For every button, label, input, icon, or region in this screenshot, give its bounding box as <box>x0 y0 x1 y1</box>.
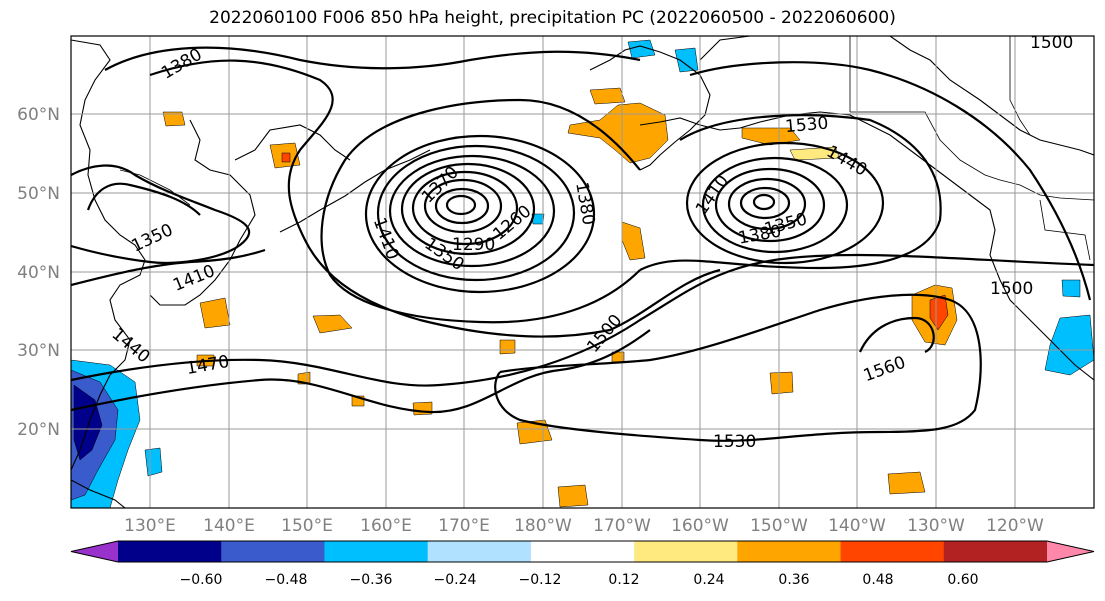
negative-anomaly-area <box>144 447 163 477</box>
low-center-contour <box>714 167 826 243</box>
negative-anomaly-area <box>674 47 699 73</box>
colorbar-segment <box>324 541 429 562</box>
colorbar-outline <box>70 540 1095 563</box>
colorbar-tick-label: −0.48 <box>265 572 308 588</box>
colorbar-segment <box>737 541 842 562</box>
positive-anomaly-area <box>312 314 353 334</box>
longitude-label: 160°E <box>360 516 412 536</box>
low-center-contour <box>388 154 556 268</box>
low-center-contour <box>364 134 596 294</box>
colorbar-segment <box>943 541 1048 562</box>
negative-anomaly-area <box>627 39 656 59</box>
positive-anomaly-area <box>769 371 794 395</box>
positive-anomaly-area <box>199 297 231 329</box>
colorbar-tick-label: 0.12 <box>608 572 639 588</box>
positive-anomaly-area <box>162 111 186 127</box>
low-center-contour <box>411 170 519 246</box>
low-center-contour <box>376 144 576 282</box>
colorbar-segment <box>840 541 945 562</box>
low-center-contour <box>727 177 807 231</box>
longitude-labels: 130°E 140°E 150°E 160°E 170°E 180°W 170°… <box>124 516 1044 536</box>
low-center-contour <box>701 156 849 254</box>
low-center-contour <box>752 193 776 211</box>
longitude-label: 150°W <box>750 516 808 536</box>
longitude-label: 140°E <box>203 516 255 536</box>
colorbar-segment <box>530 541 635 562</box>
colorbar-tick-label: 0.24 <box>693 572 724 588</box>
colorbar-segments <box>70 540 1095 563</box>
positive-anomaly-area <box>789 146 841 161</box>
colorbar-tick-label: −0.60 <box>180 572 223 588</box>
latitude-labels: 60°N 50°N 40°N 30°N 20°N <box>17 105 60 440</box>
map-title: 2022060100 F006 850 hPa height, precipit… <box>209 8 896 28</box>
low-center-contour <box>685 141 885 265</box>
colorbar-tick-label: −0.24 <box>434 572 477 588</box>
colorbar-tick-label: −0.12 <box>519 572 562 588</box>
low-center-contour <box>400 162 536 256</box>
colorbar-tick-label: 0.48 <box>862 572 893 588</box>
longitude-label: 180°W <box>514 516 572 536</box>
positive-anomaly-area <box>887 471 926 495</box>
latitude-label: 50°N <box>17 184 60 204</box>
longitude-label: 160°W <box>671 516 729 536</box>
map-frame <box>70 35 1095 509</box>
longitude-label: 170°E <box>438 516 490 536</box>
positive-anomaly-area <box>567 102 669 164</box>
colorbar-segment <box>427 541 532 562</box>
height-contours <box>71 46 1094 442</box>
colorbar-extend-low <box>71 541 118 562</box>
longitude-label: 120°W <box>986 516 1044 536</box>
latitude-label: 30°N <box>17 341 60 361</box>
map-area: 1380 1350 1410 1440 1470 1370 1260 1290 … <box>71 33 1094 508</box>
colorbar-tick-label: 0.60 <box>947 572 978 588</box>
positive-anomaly-area <box>589 87 626 105</box>
latitude-label: 20°N <box>17 420 60 440</box>
longitude-label: 170°W <box>593 516 651 536</box>
positive-anomaly-area <box>557 484 589 508</box>
longitude-label: 130°E <box>124 516 176 536</box>
strong-positive-anomaly-area <box>929 294 949 331</box>
colorbar-tick-label: 0.36 <box>778 572 809 588</box>
colorbar: −0.60 −0.48 −0.36 −0.24 −0.12 0.12 0.24 … <box>70 540 1095 588</box>
longitude-label: 150°E <box>281 516 333 536</box>
low-center-contour <box>739 186 791 220</box>
contour-label: 1530 <box>713 432 756 452</box>
positive-anomaly-area <box>499 339 516 355</box>
latitude-label: 60°N <box>17 105 60 125</box>
contour-label: 1530 <box>784 113 829 137</box>
negative-anomaly-area <box>1061 279 1081 298</box>
strong-positive-anomaly-area <box>281 152 291 163</box>
negative-anomaly-area <box>1044 314 1094 376</box>
longitude-label: 140°W <box>828 516 886 536</box>
latitude-label: 40°N <box>17 263 60 283</box>
low-center-contour <box>423 178 503 234</box>
low-center-contour <box>434 187 490 225</box>
contour-label: 1500 <box>1030 33 1073 53</box>
contour-label: 1500 <box>990 279 1033 299</box>
colorbar-tick-label: −0.36 <box>350 572 393 588</box>
colorbar-tick-labels: −0.60 −0.48 −0.36 −0.24 −0.12 0.12 0.24 … <box>180 572 979 588</box>
colorbar-segment <box>634 541 738 562</box>
low-center-contour <box>445 194 477 216</box>
colorbar-segment <box>118 541 222 562</box>
contour-label: 1290 <box>452 235 495 255</box>
precip-anomaly-shading <box>71 39 1094 508</box>
longitude-label: 130°W <box>907 516 965 536</box>
colorbar-segment <box>221 541 325 562</box>
colorbar-extend-high <box>1047 541 1094 562</box>
very-strong-negative-anomaly-area <box>73 384 103 461</box>
